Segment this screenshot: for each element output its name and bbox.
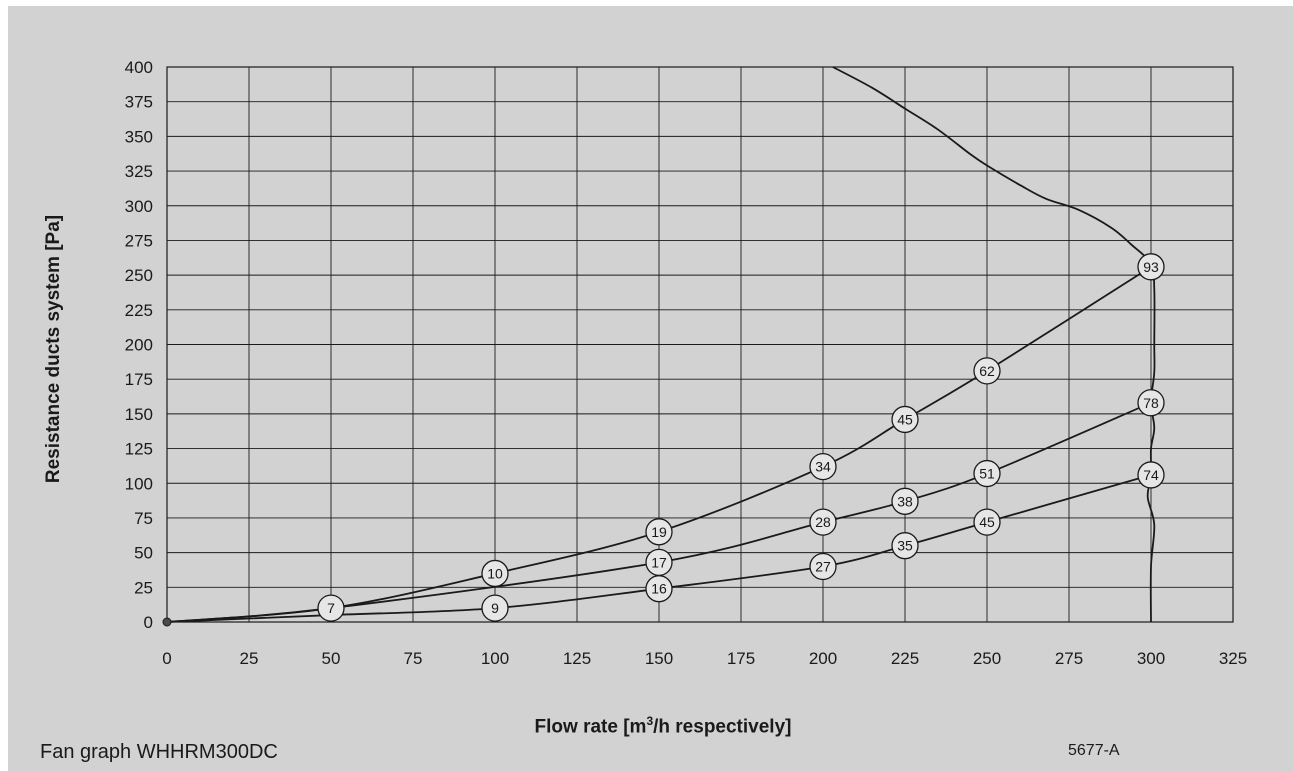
fan-curve-chart: 0 25 50 75 100 125 150 175 200 225 250 275 300 325 0 25…	[125, 58, 1248, 668]
x-tick-label: 0	[162, 649, 171, 668]
chart-panel: 0 25 50 75 100 125 150 175 200 225 250 275 300 325 0 25…	[8, 6, 1293, 771]
x-axis-label-rest: /h respectively]	[653, 716, 792, 738]
data-label: 28	[815, 514, 831, 530]
x-tick-label: 25	[240, 649, 259, 668]
y-tick-label: 400	[125, 58, 153, 77]
x-tick-label: 150	[645, 649, 673, 668]
data-point-marker	[891, 487, 919, 515]
data-label: 10	[487, 565, 503, 581]
figure-code: 5677-A	[1068, 742, 1120, 759]
data-label: 17	[651, 554, 667, 570]
x-tick-label: 200	[809, 649, 837, 668]
data-label: 74	[1143, 467, 1159, 483]
y-tick-label: 75	[134, 509, 153, 528]
x-tick-label: 225	[891, 649, 919, 668]
y-tick-label: 300	[125, 197, 153, 216]
data-point-marker	[809, 508, 837, 536]
data-label: 62	[979, 363, 995, 379]
x-axis-label: Flow rate [m3/h respectively]	[535, 714, 792, 738]
data-point-marker	[809, 552, 837, 581]
data-point-marker	[891, 405, 919, 434]
y-tick-label: 275	[125, 231, 153, 250]
data-point-marker	[481, 559, 509, 588]
y-tick-label: 250	[125, 266, 153, 285]
data-point-marker	[1137, 253, 1165, 281]
y-axis-label: Resistance ducts system [Pa]	[43, 214, 64, 484]
y-tick-label: 50	[134, 544, 153, 563]
data-label: 35	[897, 538, 913, 554]
data-label: 45	[897, 411, 913, 427]
data-point-marker	[809, 452, 837, 481]
x-tick-label: 175	[727, 649, 755, 668]
data-label: 7	[327, 600, 335, 616]
data-point-marker	[973, 508, 1001, 536]
data-point-marker	[1137, 461, 1165, 489]
y-tick-label: 325	[125, 162, 153, 181]
x-tick-label: 100	[481, 649, 509, 668]
data-label: 16	[651, 581, 667, 597]
x-tick-label: 75	[404, 649, 423, 668]
y-tick-label: 100	[125, 474, 153, 493]
data-point-marker	[645, 575, 673, 603]
figure-caption: Fan graph WHHRM300DC	[40, 741, 278, 763]
x-axis-label-main: Flow rate [m	[534, 716, 647, 738]
data-label: 9	[491, 600, 499, 616]
y-tick-label: 125	[125, 440, 153, 459]
y-tick-label: 375	[125, 93, 153, 112]
data-label: 93	[1143, 259, 1159, 275]
data-point-marker	[973, 459, 1001, 488]
x-tick-label: 325	[1219, 649, 1247, 668]
y-tick-label: 0	[144, 613, 153, 632]
data-label: 19	[651, 524, 667, 540]
data-label: 78	[1143, 395, 1159, 411]
x-tick-label: 250	[973, 649, 1001, 668]
data-label: 34	[815, 459, 831, 475]
data-label: 27	[815, 559, 831, 575]
data-point-marker	[645, 518, 673, 546]
x-tick-label: 125	[563, 649, 591, 668]
x-tick-label: 275	[1055, 649, 1083, 668]
data-label: 38	[897, 493, 913, 509]
y-tick-label: 225	[125, 301, 153, 320]
data-point-marker	[481, 594, 509, 622]
data-point-marker	[317, 594, 345, 622]
x-tick-label: 50	[322, 649, 341, 668]
x-axis-label-superscript: 3	[646, 714, 654, 728]
data-point-marker	[973, 357, 1001, 385]
data-point-marker	[1137, 389, 1165, 417]
x-tick-label: 300	[1137, 649, 1165, 668]
y-tick-label: 175	[125, 370, 153, 389]
y-tick-label: 150	[125, 405, 153, 424]
y-tick-label: 25	[134, 578, 153, 597]
data-label: 51	[979, 466, 995, 482]
y-tick-label: 350	[125, 127, 153, 146]
data-label: 45	[979, 514, 995, 530]
data-point-marker	[891, 532, 919, 560]
y-tick-label: 200	[125, 336, 153, 355]
origin-point	[162, 617, 172, 627]
